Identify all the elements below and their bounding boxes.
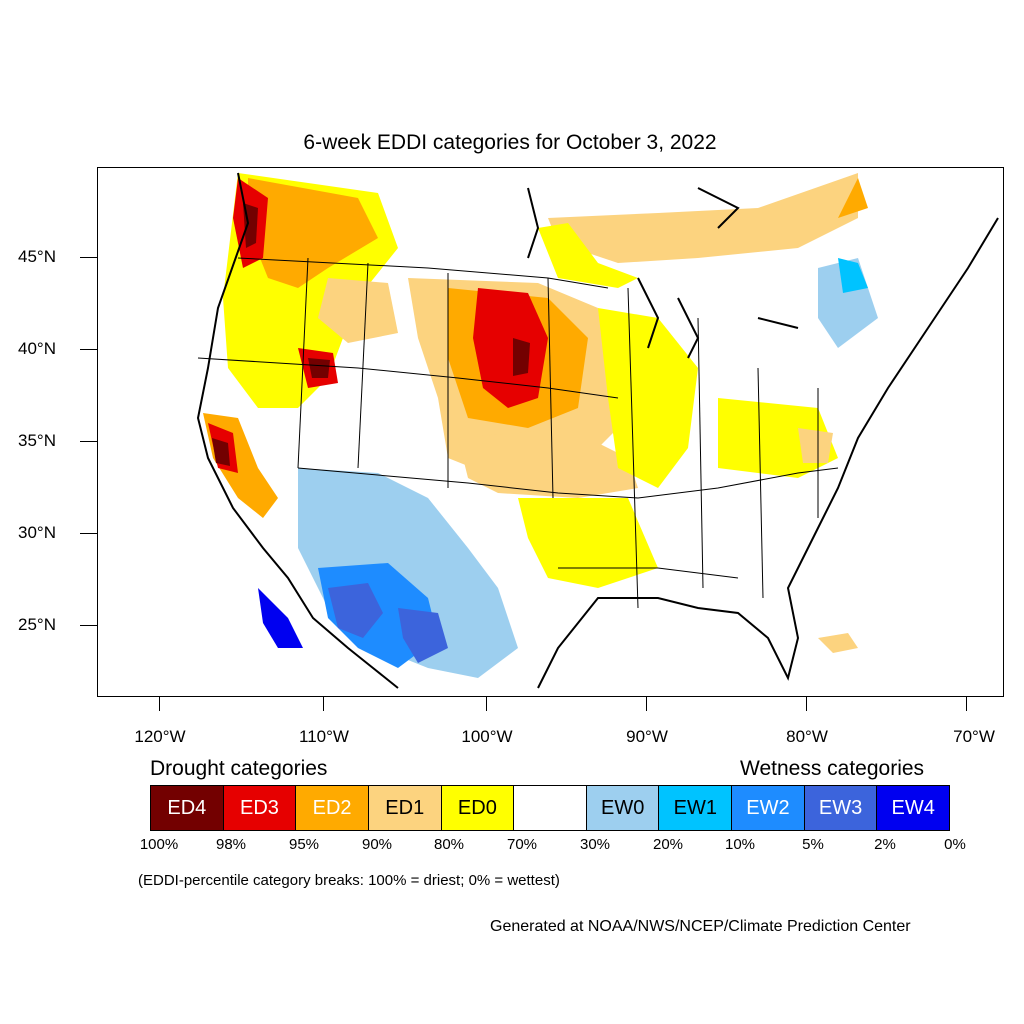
lat-label-25: 25°N <box>18 615 56 634</box>
state-boundaries <box>197 257 839 609</box>
coastlines <box>196 172 999 689</box>
lat-label-35: 35°N <box>18 431 56 450</box>
lon-tick-70 <box>966 697 967 711</box>
legend-ew2: EW2 <box>732 786 805 830</box>
lon-tick-110 <box>323 697 324 711</box>
lat-tick-25 <box>80 625 97 626</box>
break-2: 2% <box>874 836 896 853</box>
legend-ew1: EW1 <box>659 786 733 830</box>
category-legend: ED4 ED3 ED2 ED1 ED0 EW0 EW1 EW2 EW3 EW4 <box>150 785 950 831</box>
lat-label-45: 45°N <box>18 247 56 266</box>
legend-ew3: EW3 <box>804 786 878 830</box>
lat-tick-35 <box>80 441 97 442</box>
lon-label-80: 80°W <box>786 727 828 746</box>
drought-heading: Drought categories <box>150 757 328 780</box>
credit-line: Generated at NOAA/NWS/NCEP/Climate Predi… <box>490 918 911 935</box>
break-80: 80% <box>433 836 465 853</box>
lon-tick-80 <box>806 697 807 711</box>
legend-ed2: ED2 <box>296 786 369 830</box>
legend-ew4: EW4 <box>877 786 950 830</box>
lon-label-110: 110°W <box>299 727 349 746</box>
legend-neutral <box>514 786 587 830</box>
legend-ew0: EW0 <box>586 786 660 830</box>
break-5: 5% <box>802 836 824 853</box>
lon-tick-90 <box>646 697 647 711</box>
lat-label-30: 30°N <box>18 523 56 542</box>
map-panel <box>97 167 1004 697</box>
break-10: 10% <box>724 836 756 853</box>
lon-label-90: 90°W <box>626 727 668 746</box>
lat-label-40: 40°N <box>18 339 56 358</box>
category-note: (EDDI-percentile category breaks: 100% =… <box>138 872 560 889</box>
legend-ed3: ED3 <box>223 786 297 830</box>
lon-tick-100 <box>486 697 487 711</box>
legend-ed0: ED0 <box>441 786 515 830</box>
legend-ed1: ED1 <box>368 786 442 830</box>
break-20: 20% <box>652 836 684 853</box>
break-70: 70% <box>506 836 538 853</box>
break-98: 98% <box>215 836 247 853</box>
map-title: 6-week EDDI categories for October 3, 20… <box>303 131 717 154</box>
lon-tick-120 <box>159 697 160 711</box>
lat-tick-45 <box>80 257 97 258</box>
break-0: 0% <box>944 836 966 853</box>
lon-label-120: 120°W <box>134 727 186 746</box>
break-100: 100% <box>139 836 179 853</box>
lat-tick-40 <box>80 349 97 350</box>
lat-tick-30 <box>80 533 97 534</box>
conus-land <box>198 173 1003 688</box>
eddi-map <box>196 172 1003 689</box>
wetness-heading: Wetness categories <box>740 757 925 780</box>
legend-ed4: ED4 <box>151 786 224 830</box>
lon-label-70: 70°W <box>953 727 995 746</box>
lon-label-100: 100°W <box>461 727 513 746</box>
break-90: 90% <box>361 836 393 853</box>
break-95: 95% <box>288 836 320 853</box>
break-30: 30% <box>579 836 611 853</box>
